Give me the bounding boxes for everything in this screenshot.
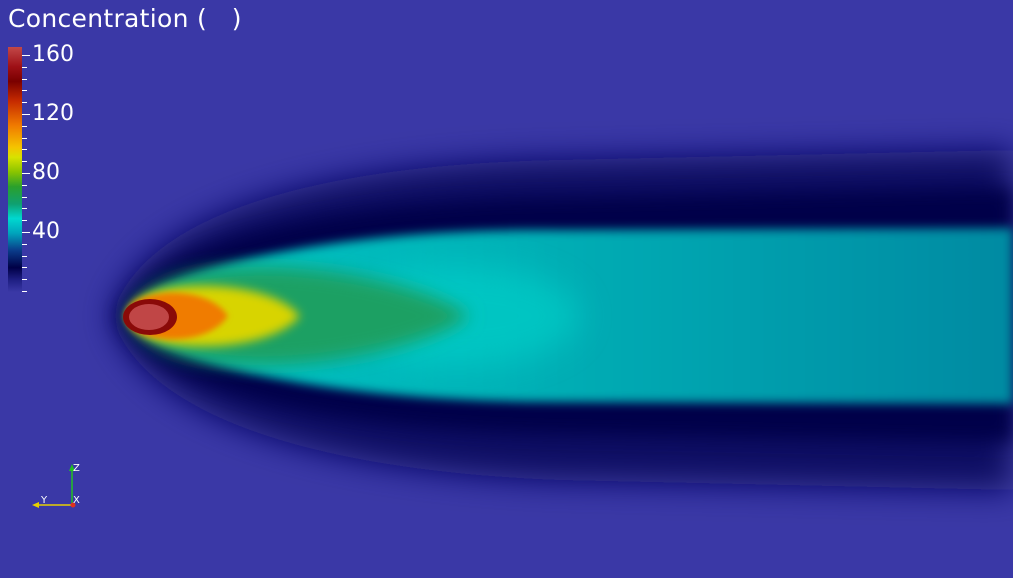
- colorbar-tick: [22, 90, 27, 91]
- y-axis-arrow: [32, 502, 39, 508]
- colorbar-tick: [22, 291, 27, 292]
- colorbar-ticks: [22, 47, 30, 292]
- colorbar-tick: [22, 208, 27, 209]
- colorbar-label-40: 40: [32, 219, 60, 244]
- colorbar-tick: [22, 114, 30, 115]
- colorbar-tick: [22, 149, 27, 150]
- z-axis-label: Z: [73, 463, 80, 474]
- colorbar-tick: [22, 256, 27, 257]
- colorbar-tick: [22, 55, 30, 56]
- colorbar-tick: [22, 232, 30, 233]
- colorbar-tick: [22, 79, 27, 80]
- colorbar-tick: [22, 279, 27, 280]
- colorbar-tick: [22, 244, 27, 245]
- z-axis-arrow: [69, 464, 75, 471]
- colorbar-tick: [22, 102, 27, 103]
- colorbar-tick: [22, 126, 27, 127]
- colorbar-title: Concentration ( ): [8, 4, 242, 33]
- y-axis-label: Y: [41, 495, 48, 506]
- x-axis-label: X: [73, 495, 80, 506]
- colorbar[interactable]: [8, 47, 22, 292]
- plume-source: [129, 304, 169, 330]
- colorbar-tick: [22, 173, 30, 174]
- orientation-axes[interactable]: Z Y X: [28, 460, 88, 516]
- colorbar-tick: [22, 161, 27, 162]
- colorbar-tick: [22, 267, 27, 268]
- colorbar-tick: [22, 197, 27, 198]
- x-axis-point: [70, 502, 76, 508]
- colorbar-tick: [22, 185, 27, 186]
- colorbar-label-160: 160: [32, 42, 74, 67]
- colorbar-tick: [22, 220, 27, 221]
- colorbar-tick: [22, 67, 27, 68]
- orientation-axes-icon: [32, 464, 76, 508]
- colorbar-label-120: 120: [32, 101, 74, 126]
- colorbar-label-80: 80: [32, 160, 60, 185]
- colorbar-tick: [22, 138, 27, 139]
